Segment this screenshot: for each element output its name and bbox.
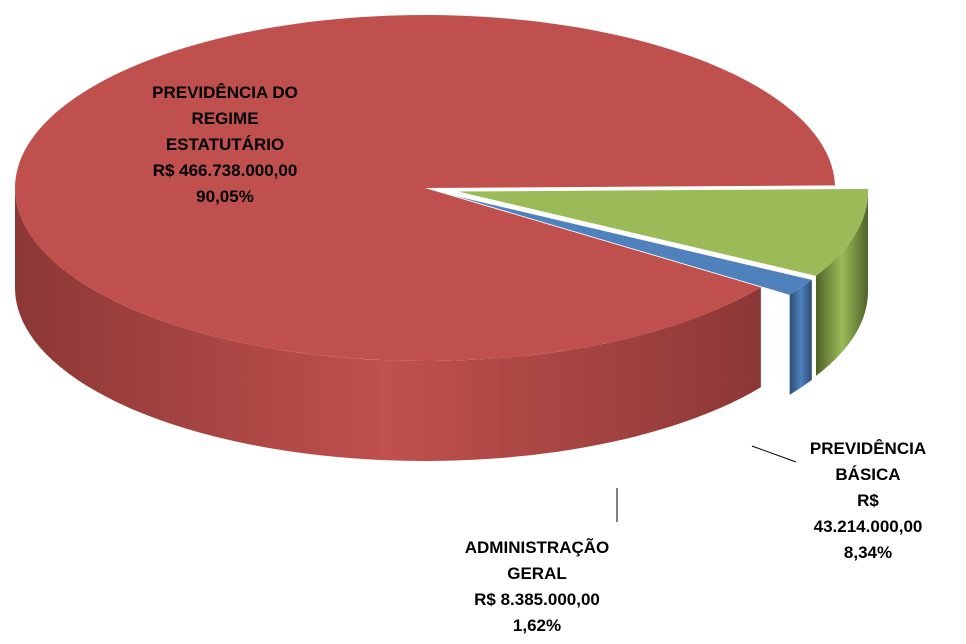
slice-label: ADMINISTRAÇÃO GERAL R$ 8.385.000,00 1,62% <box>465 535 610 639</box>
slice-label: PREVIDÊNCIA DO REGIME ESTATUTÁRIO R$ 466.… <box>152 80 298 210</box>
category-label: PREVIDÊNCIA BÁSICA <box>809 439 927 484</box>
category-label: PREVIDÊNCIA DO REGIME ESTATUTÁRIO <box>152 83 298 154</box>
amount-label: R$ 466.738.000,00 <box>152 161 298 180</box>
leader-line <box>751 445 797 463</box>
value-label: 8,34% <box>843 543 893 562</box>
amount-label: R$ 8.385.000,00 <box>474 590 600 609</box>
slice <box>453 195 812 295</box>
slice-label: PREVIDÊNCIA BÁSICA R$ 43.214.000,00 8,34% <box>810 436 926 566</box>
slice-side <box>15 188 761 462</box>
slice-side <box>789 279 812 395</box>
category-label: ADMINISTRAÇÃO GERAL <box>464 538 610 583</box>
slice-side <box>815 191 868 376</box>
slice <box>15 15 835 362</box>
amount-label: R$ 43.214.000,00 <box>813 491 923 536</box>
slice <box>457 188 868 276</box>
value-label: 1,62% <box>512 616 562 635</box>
value-label: 90,05% <box>196 187 254 206</box>
